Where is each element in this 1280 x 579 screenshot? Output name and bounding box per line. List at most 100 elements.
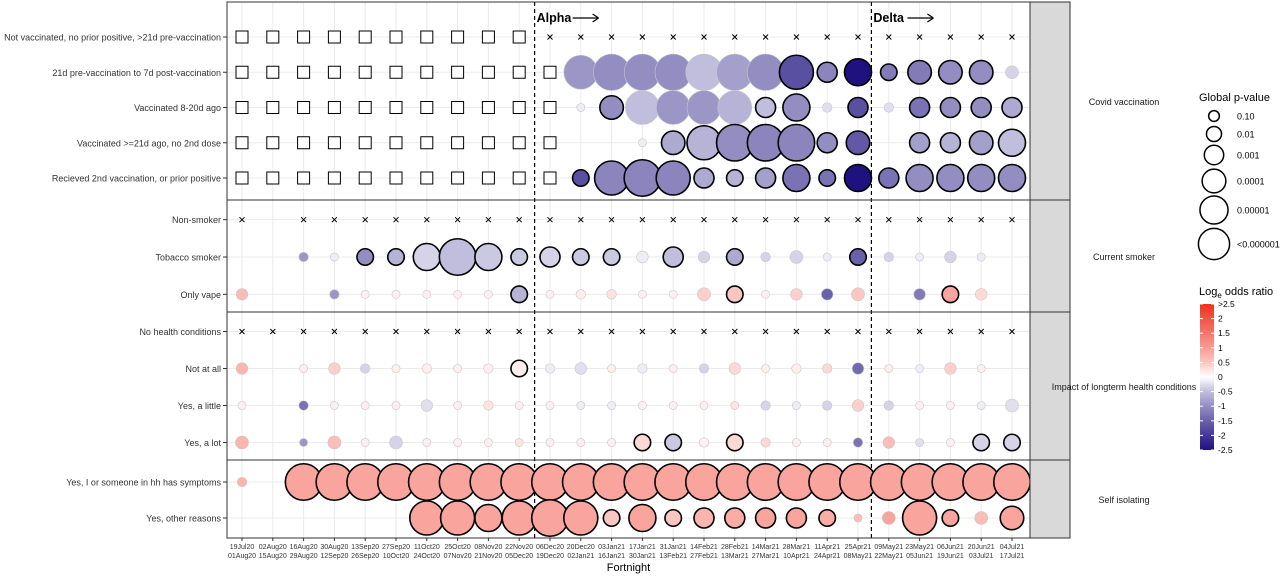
data-bubble: [822, 252, 832, 262]
data-square-marker: [235, 171, 249, 185]
data-cross-marker: [885, 328, 892, 335]
size-legend-label: 0.10: [1237, 112, 1255, 122]
data-square-marker: [543, 171, 557, 185]
data-square-marker: [389, 65, 403, 79]
data-bubble: [360, 438, 370, 447]
x-tick-label-start: 04Jul21: [1000, 544, 1025, 551]
data-cross-marker: [885, 34, 892, 40]
data-square-marker: [358, 101, 372, 114]
y-axis-row-label: Tobacco smoker: [155, 253, 221, 263]
data-cross-marker: [762, 34, 769, 40]
data-bubble: [822, 363, 833, 374]
data-cross-marker: [824, 328, 831, 335]
data-cross-marker: [1009, 216, 1015, 223]
data-cross-marker: [947, 216, 954, 223]
x-tick-label-start: 17Jan21: [629, 544, 656, 551]
x-tick-label-start: 20Dec20: [567, 544, 595, 551]
data-bubble: [530, 498, 570, 538]
data-bubble: [728, 362, 741, 375]
data-bubble: [356, 247, 375, 267]
data-bubble: [330, 401, 339, 410]
data-cross-marker: [916, 216, 923, 223]
data-bubble: [693, 167, 715, 189]
y-axis-row-label: Recieved 2nd vaccination, or prior posit…: [52, 174, 221, 184]
data-bubble: [545, 289, 555, 299]
facet-strip: [1029, 311, 1071, 461]
data-bubble: [730, 401, 740, 410]
data-bubble: [236, 476, 248, 488]
data-bubble: [848, 247, 868, 267]
y-axis-row-label: 21d pre-vaccination to 7d post-vaccinati…: [52, 68, 221, 78]
data-bubble: [360, 363, 371, 374]
data-bubble: [360, 289, 370, 299]
data-bubble: [453, 289, 462, 299]
color-legend-label: -1: [1218, 401, 1226, 411]
facet-strip-label: Covid vaccination: [1089, 97, 1160, 107]
data-bubble: [970, 96, 993, 119]
color-legend-title: Loge odds ratio: [1199, 286, 1273, 300]
data-cross-marker: [670, 216, 677, 223]
data-bubble: [937, 59, 963, 85]
color-legend-label: 1.5: [1218, 328, 1230, 338]
data-bubble: [791, 363, 802, 374]
data-bubble: [625, 90, 660, 125]
data-bubble: [976, 364, 986, 373]
data-square-marker: [481, 101, 495, 114]
data-bubble: [655, 160, 692, 196]
data-bubble: [782, 163, 811, 193]
variant-label: Delta: [873, 11, 905, 25]
x-tick-label-start: 31Jan21: [660, 544, 687, 551]
data-square-marker: [235, 136, 249, 150]
data-bubble: [562, 500, 599, 536]
x-tick-label-start: 14Feb21: [690, 544, 718, 551]
data-square-marker: [481, 65, 495, 79]
data-bubble: [822, 102, 833, 113]
data-bubble: [298, 251, 309, 263]
data-cross-marker: [608, 328, 615, 335]
x-tick-label-end: 24Oct20: [414, 553, 441, 560]
data-square-marker: [512, 136, 526, 150]
data-bubble: [821, 288, 834, 301]
data-square-marker: [266, 65, 280, 79]
data-bubble: [474, 242, 503, 272]
data-bubble: [997, 128, 1027, 158]
panel-background: [227, 200, 1030, 312]
data-bubble: [785, 507, 808, 529]
data-bubble: [571, 247, 590, 267]
data-bubble: [438, 237, 477, 277]
data-bubble: [664, 508, 683, 528]
data-bubble: [602, 247, 621, 267]
data-bubble: [544, 363, 556, 374]
data-cross-marker: [1009, 34, 1015, 40]
data-bubble: [883, 102, 894, 113]
data-square-marker: [512, 30, 526, 44]
data-bubble: [510, 359, 529, 378]
data-square-marker: [297, 101, 311, 114]
data-bubble: [235, 362, 249, 375]
color-legend-label: 0: [1218, 372, 1223, 382]
data-bubble: [913, 288, 926, 301]
data-bubble: [606, 289, 617, 300]
data-bubble: [725, 433, 744, 452]
data-bubble: [905, 163, 934, 193]
data-square-marker: [451, 65, 465, 79]
data-bubble: [882, 436, 895, 449]
data-bubble: [697, 250, 711, 264]
x-tick-label-end: 19Dec20: [536, 553, 564, 560]
data-cross-marker: [701, 328, 707, 335]
data-bubble: [939, 96, 962, 119]
data-bubble: [818, 508, 837, 528]
data-square-marker: [451, 136, 465, 150]
variant-label: Alpha: [537, 11, 573, 25]
data-bubble: [574, 362, 587, 375]
x-tick-label-end: 03Jul21: [969, 553, 994, 560]
x-tick-label-start: 03Jan21: [598, 544, 625, 551]
data-cross-marker: [547, 34, 553, 40]
x-tick-label-start: 28Feb21: [721, 544, 749, 551]
data-square-marker: [420, 171, 434, 185]
data-bubble: [946, 438, 955, 447]
data-bubble: [655, 90, 691, 125]
data-cross-marker: [855, 328, 861, 335]
data-bubble: [992, 462, 1032, 502]
